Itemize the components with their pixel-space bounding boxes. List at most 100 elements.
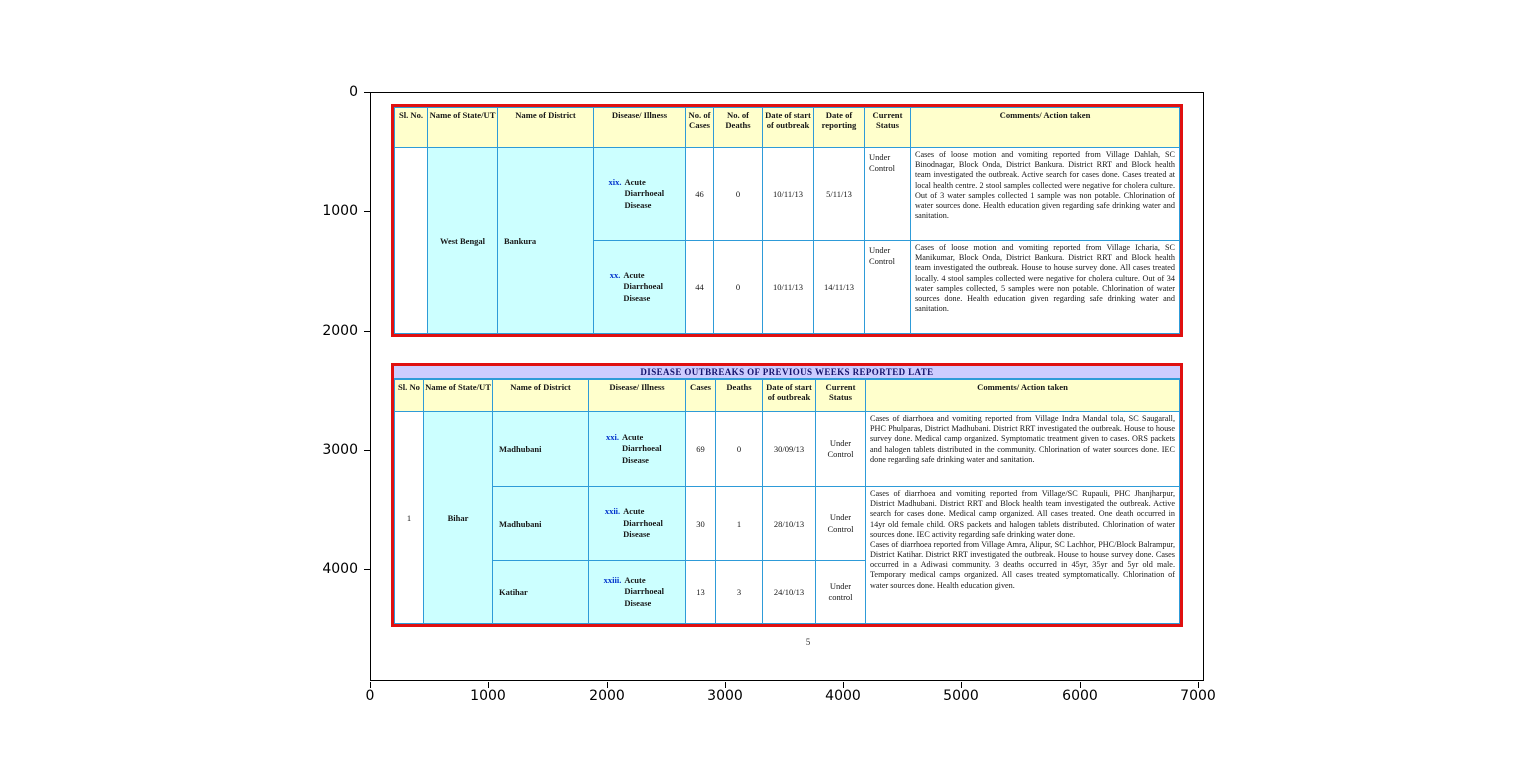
header-disease: Disease/ Illness <box>588 379 686 412</box>
table-row: West Bengal Bankura xix. Acute Diarrhoea… <box>394 147 1180 334</box>
x-tick-mark <box>607 682 608 688</box>
status-cell: Under Control <box>864 240 911 334</box>
disease-name: Acute Diarrhoeal Disease <box>624 176 665 210</box>
table-row: Katihar xxiii. Acute Diarrhoeal Disease … <box>395 560 1180 624</box>
header-date-reporting: Date of reporting <box>813 107 865 148</box>
disease-name: Acute Diarrhoeal Disease <box>623 269 663 303</box>
x-tick-label: 1000 <box>470 688 506 704</box>
table-row: xx. Acute Diarrhoeal Disease 44 0 10/11/… <box>395 240 1180 334</box>
disease-numeral: xxii. <box>604 506 621 517</box>
header-cases: Cases <box>685 379 716 412</box>
disease-numeral: xxiii. <box>603 574 622 585</box>
header-comments: Comments/ Action taken <box>910 107 1180 148</box>
y-tick-label: 0 <box>349 84 358 100</box>
header-deaths: Deaths <box>715 379 763 412</box>
comments-cell: Cases of loose motion and vomiting repor… <box>910 240 1180 334</box>
status-cell: Under Control <box>815 411 866 487</box>
disease-numeral: xx. <box>609 269 621 280</box>
x-tick-mark <box>843 682 844 688</box>
deaths-cell: 3 <box>715 560 763 624</box>
disease-name: Acute Diarrhoeal Disease <box>624 574 665 608</box>
date-start-cell: 10/11/13 <box>762 147 814 241</box>
status-cell: Under Control <box>815 486 866 561</box>
y-tick-mark <box>364 450 370 451</box>
district-cell: Madhubani <box>492 486 589 561</box>
disease-cell: xxiii. Acute Diarrhoeal Disease <box>588 560 686 624</box>
comments-cell: Cases of diarrhoea and vomiting reported… <box>865 411 1180 487</box>
status-cell: Under Control <box>864 147 911 241</box>
disease-cell: xxii. Acute Diarrhoeal Disease <box>588 486 686 561</box>
deaths-cell: 0 <box>713 147 763 241</box>
late-table-grid: Sl. No Name of State/UT Name of District… <box>394 379 1180 624</box>
header-sl-no: Sl. No. <box>394 107 428 148</box>
header-sl-no: Sl. No <box>394 379 424 412</box>
header-district: Name of District <box>492 379 589 412</box>
header-status: Current Status <box>864 107 911 148</box>
district-cell: Bankura <box>497 147 594 334</box>
table-row: Madhubani xxii. Acute Diarrhoeal Disease… <box>395 486 1180 624</box>
x-tick-mark <box>370 682 371 688</box>
y-tick-mark <box>364 211 370 212</box>
header-status: Current Status <box>815 379 866 412</box>
y-tick-mark <box>364 92 370 93</box>
header-deaths: No. of Deaths <box>713 107 763 148</box>
cases-cell: 44 <box>685 240 714 334</box>
header-row: Sl. No. Name of State/UT Name of Distric… <box>394 107 1180 148</box>
x-tick-label: 6000 <box>1062 688 1098 704</box>
x-tick-mark <box>1198 682 1199 688</box>
outbreak-table: Sl. No. Name of State/UT Name of Distric… <box>391 104 1183 337</box>
cases-cell: 46 <box>685 147 714 241</box>
outbreak-table-grid: Sl. No. Name of State/UT Name of Distric… <box>394 107 1180 334</box>
date-start-cell: 10/11/13 <box>762 240 814 334</box>
comments-paragraph: Cases of diarrhoea reported from Village… <box>870 539 1175 590</box>
header-comments: Comments/ Action taken <box>865 379 1180 412</box>
sl-no-cell: 1 <box>394 411 424 624</box>
table-row: 1 Bihar Madhubani xxi. Acute Diarrhoeal … <box>394 411 1180 624</box>
cases-cell: 30 <box>685 486 716 561</box>
disease-cell: xxi. Acute Diarrhoeal Disease <box>588 411 686 487</box>
x-tick-label: 0 <box>365 688 375 704</box>
late-table-title: DISEASE OUTBREAKS OF PREVIOUS WEEKS REPO… <box>394 366 1180 379</box>
x-tick-label: 4000 <box>825 688 861 704</box>
cases-cell: 13 <box>685 560 716 624</box>
x-tick-label: 2000 <box>589 688 625 704</box>
deaths-cell: 0 <box>715 411 763 487</box>
x-tick-label: 5000 <box>943 688 979 704</box>
cases-cell: 69 <box>685 411 716 487</box>
x-tick-label: 3000 <box>707 688 743 704</box>
comments-paragraph: Cases of diarrhoea and vomiting reported… <box>870 489 1175 539</box>
header-state: Name of State/UT <box>423 379 493 412</box>
disease-name: Acute Diarrhoeal Disease <box>623 506 663 540</box>
x-tick-mark <box>961 682 962 688</box>
sl-no-cell <box>394 147 428 334</box>
state-cell: Bihar <box>423 411 493 624</box>
deaths-cell: 0 <box>713 240 763 334</box>
late-reported-table: DISEASE OUTBREAKS OF PREVIOUS WEEKS REPO… <box>391 363 1183 627</box>
date-start-cell: 30/09/13 <box>762 411 816 487</box>
disease-name: Acute Diarrhoeal Disease <box>622 431 662 465</box>
district-cell: Katihar <box>492 560 589 624</box>
header-date-start: Date of start of outbreak <box>762 107 814 148</box>
disease-numeral: xix. <box>608 176 622 187</box>
disease-cell: xx. Acute Diarrhoeal Disease <box>593 240 686 334</box>
x-tick-label: 7000 <box>1180 688 1216 704</box>
disease-numeral: xxi. <box>606 431 619 442</box>
plot-area: Sl. No. Name of State/UT Name of Distric… <box>370 92 1204 681</box>
x-tick-mark <box>488 682 489 688</box>
date-start-cell: 24/10/13 <box>762 560 816 624</box>
date-start-cell: 28/10/13 <box>762 486 816 561</box>
y-tick-label: 3000 <box>322 442 358 458</box>
disease-cell: xix. Acute Diarrhoeal Disease <box>593 147 686 241</box>
y-tick-mark <box>364 331 370 332</box>
y-tick-label: 4000 <box>322 561 358 577</box>
y-tick-mark <box>364 569 370 570</box>
header-disease: Disease/ Illness <box>593 107 686 148</box>
status-cell: Under control <box>815 560 866 624</box>
header-state: Name of State/UT <box>427 107 498 148</box>
date-reporting-cell: 5/11/13 <box>813 147 865 241</box>
header-cases: No. of Cases <box>685 107 714 148</box>
district-cell: Madhubani <box>492 411 589 487</box>
header-date-start: Date of start of outbreak <box>762 379 816 412</box>
y-tick-label: 1000 <box>322 203 358 219</box>
header-row: Sl. No Name of State/UT Name of District… <box>394 379 1180 412</box>
